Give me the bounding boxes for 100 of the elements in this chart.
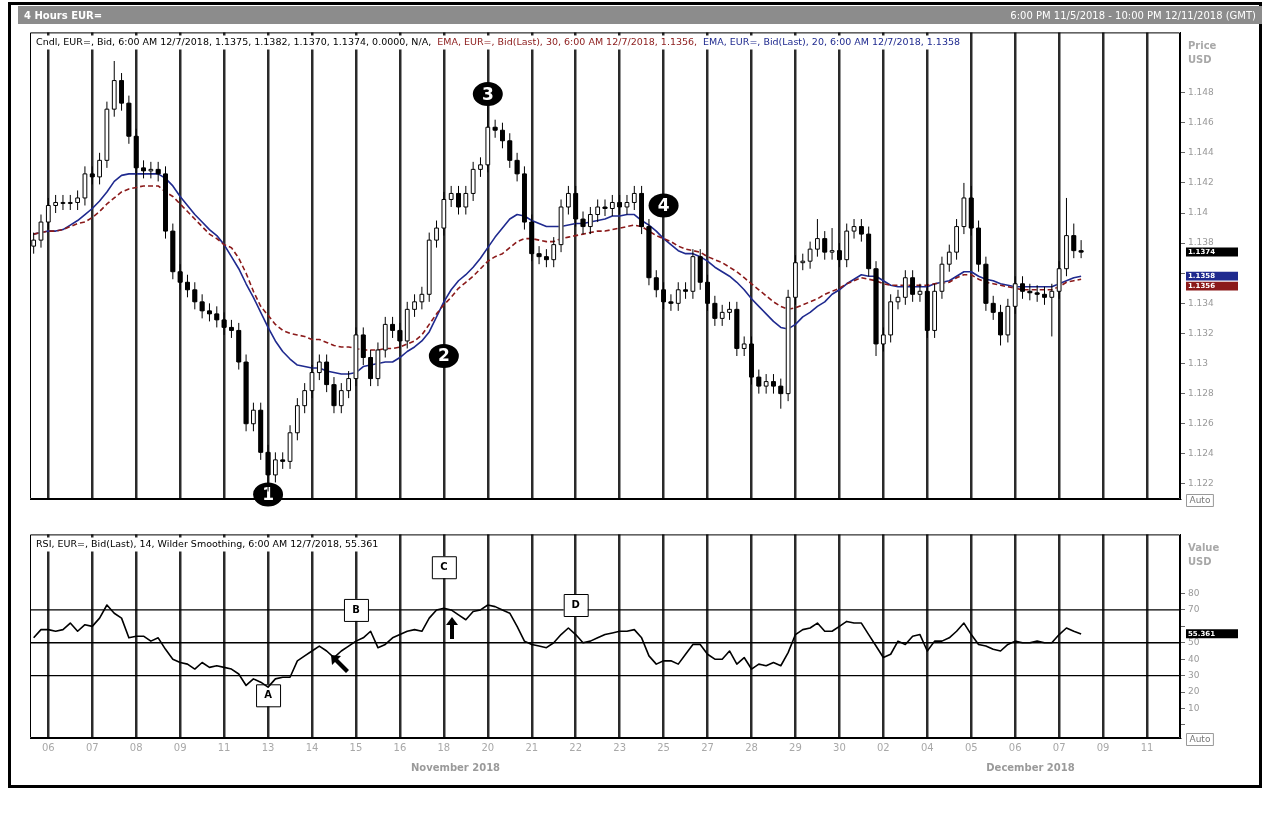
x-tick-label: 06 [41,741,55,753]
candlestick [910,269,916,303]
candlestick [668,293,674,312]
x-tick-label: 11 [1140,741,1154,753]
y-tick-label: 30 [1188,669,1200,680]
candlestick [75,189,80,211]
y-tick-label: 40 [1188,653,1200,664]
candlestick [968,185,974,237]
candlestick [763,373,769,395]
candlestick [675,281,681,312]
x-tick-label: 29 [789,741,802,753]
y-tick-label: 1.122 [1188,478,1214,489]
text: December 2018 [986,761,1075,773]
text: EMA, EUR=, Bid(Last), 30, 6:00 AM 12/7/2018, 1.1356, [437,35,698,47]
text: November 2018 [410,761,501,773]
y-tick-label: 1.146 [1188,117,1215,128]
candlestick [478,156,483,178]
candlestick [609,194,615,217]
candlestick [507,132,513,169]
x-tick-label: 23 [613,741,627,753]
x-tick-label: 09 [173,741,187,753]
x-tick-label: 07 [85,741,99,753]
chart-subtitle: 6:00 PM 11/5/2018 - 10:00 PM 12/11/2018 (GMT) [1010,9,1256,21]
x-tick-label: 04 [920,741,934,753]
candlestick [822,230,828,261]
x-tick-label: 14 [305,741,319,753]
annotation: A [264,688,273,700]
x-tick-label: 16 [393,741,407,753]
x-tick-label: 02 [876,741,890,753]
y-tick-label: 70 [1188,604,1200,615]
candlestick [221,311,227,336]
annotation: 4 [657,194,670,215]
text: Auto [1189,733,1211,744]
annotation: D [571,598,580,610]
y-tick-label: 1.124 [1188,448,1215,459]
candlestick [829,227,835,261]
chart-title: 4 Hours EUR= [24,9,103,21]
annotation: 2 [437,345,450,366]
y-tick-label: 1.128 [1188,387,1215,398]
x-tick-label: 11 [217,741,231,753]
x-tick-label: 08 [129,741,143,753]
candlestick [412,293,417,318]
candlestick [522,165,527,231]
candlestick [902,269,908,306]
y-axis-title: Price USD [1188,39,1217,65]
candlestick [697,248,703,291]
text: Cndl, EUR=, Bid, 6:00 AM 12/7/2018, 1.1375, 1.1382, 1.1370, 1.1374, 0.0000, N/A, [36,35,432,47]
x-tick-label: 25 [657,741,670,753]
y-tick-label: 1.14 [1188,207,1209,218]
candlestick [360,326,366,366]
y-tick-label: 50 [1188,637,1200,648]
y-tick-label: 1.126 [1188,418,1215,429]
candlestick [287,424,293,470]
candlestick [163,165,168,240]
candlestick [690,248,696,300]
candlestick [177,263,183,291]
y-tick-label: 1.134 [1188,297,1215,308]
x-tick-label: 21 [525,741,539,753]
x-tick-label: 28 [745,741,758,753]
text: EMA, EUR=, Bid(Last), 20, 6:00 AM 12/7/2018, 1.1358 [703,35,961,47]
candlestick [45,197,51,231]
x-tick-label: 13 [261,741,275,753]
candlestick [1012,275,1018,315]
y-tick-label: 1.138 [1188,237,1215,248]
annotation: 3 [481,83,494,104]
annotation: C [440,560,448,572]
candlestick [749,335,754,386]
y-tick-label: 1.144 [1188,147,1215,158]
x-tick-label: 05 [964,741,978,753]
candlestick [741,335,747,357]
y-tick-label: 10 [1188,702,1200,713]
candlestick [1056,260,1062,300]
text: RSI, EUR=, Bid(Last), 14, Wilder Smoothing, 6:00 AM 12/7/2018, 55.361 [36,537,379,549]
x-tick-label: 30 [833,741,846,753]
text: Auto [1189,494,1211,505]
candlestick [771,373,776,395]
x-tick-label: 07 [1052,741,1066,753]
y-tick-label: 80 [1188,587,1200,598]
annotation: B [352,603,360,615]
annotation: 1 [262,483,274,504]
x-tick-label: 15 [349,741,363,753]
candlestick [793,254,798,306]
candlestick [851,218,857,240]
y-tick-label: 1.132 [1188,327,1214,338]
x-tick-label: 27 [701,741,714,753]
x-tick-label: 20 [481,741,495,753]
x-tick-label: 06 [1008,741,1022,753]
candlestick [858,218,864,243]
y-tick-label: 1.148 [1188,86,1215,97]
x-tick-label: 18 [437,741,451,753]
candlestick [815,218,820,258]
candlestick [119,72,124,112]
candlestick [111,60,117,118]
candlestick [1078,239,1084,259]
y-tick-label: 20 [1188,686,1200,697]
x-tick-label: 09 [1096,741,1110,753]
y-tick-label: 1.13 [1188,357,1209,368]
candlestick [1020,275,1025,300]
y-axis-title: Value USD [1188,541,1220,567]
candlestick [53,194,59,214]
